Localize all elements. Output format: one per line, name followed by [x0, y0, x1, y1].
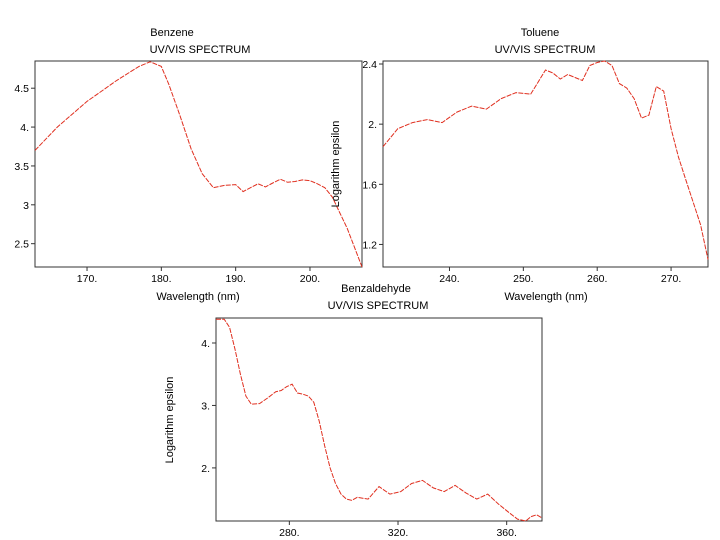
- benzene-y-tick-label: 4.: [20, 122, 29, 134]
- toluene-x-tick-label: 260.: [587, 273, 607, 285]
- benzene-x-tick-label: 180.: [151, 273, 171, 285]
- benzaldehyde-subtitle: UV/VIS SPECTRUM: [328, 300, 429, 312]
- benzene-y-ticks: 2.5 3 3.5 4. 4.5: [14, 83, 35, 251]
- toluene-y-tick-label: 2.: [368, 119, 377, 131]
- toluene-x-tick-label: 270.: [661, 273, 681, 285]
- toluene-spectrum-line-0: [382, 60, 709, 260]
- toluene-y-tick-label: 1.2: [362, 239, 377, 251]
- benzene-x-tick-label: 190.: [225, 273, 245, 285]
- benzaldehyde-x-tick-label: 360.: [496, 527, 516, 539]
- benzene-y-tick-label: 3: [23, 200, 29, 212]
- benzaldehyde-y-tick-label: 2.: [201, 463, 210, 475]
- benzaldehyde-x-ticks: 280. 320. 360.: [279, 521, 517, 539]
- benzene-plot-frame: [34, 60, 363, 268]
- benzaldehyde-x-tick-label: 320.: [388, 527, 408, 539]
- toluene-x-ticks: 240. 250. 260. 270.: [439, 267, 681, 285]
- toluene-plot-frame: [382, 60, 709, 268]
- toluene-y-axis-label: Logarithm epsilon: [330, 121, 342, 208]
- toluene-subtitle: UV/VIS SPECTRUM: [495, 44, 596, 56]
- benzene-chart: Benzene UV/VIS SPECTRUM 170. 180. 190. 200.…: [14, 27, 363, 303]
- toluene-curve-layer: [382, 60, 709, 260]
- benzaldehyde-y-axis-label: Logarithm epsilon: [164, 377, 176, 464]
- toluene-x-tick-label: 240.: [439, 273, 459, 285]
- toluene-x-tick-label: 250.: [513, 273, 533, 285]
- benzaldehyde-y-ticks: 2. 3. 4.: [201, 338, 216, 475]
- benzaldehyde-x-tick-label: 280.: [279, 527, 299, 539]
- benzene-x-axis-label: Wavelength (nm): [156, 291, 239, 303]
- benzaldehyde-spectrum-line-0: [216, 318, 543, 522]
- benzene-subtitle: UV/VIS SPECTRUM: [150, 44, 251, 56]
- benzene-y-tick-label: 2.5: [14, 239, 29, 251]
- toluene-title: Toluene: [521, 27, 560, 39]
- toluene-chart: Toluene UV/VIS SPECTRUM 240. 250. 260. 270.…: [330, 27, 709, 303]
- benzaldehyde-y-tick-label: 4.: [201, 338, 210, 350]
- benzene-x-ticks: 170. 180. 190. 200.: [77, 267, 320, 285]
- benzene-spectrum-line-0: [34, 61, 363, 268]
- benzene-x-tick-label: 170.: [77, 273, 97, 285]
- toluene-y-tick-label: 2.4: [362, 59, 377, 71]
- benzene-title: Benzene: [150, 27, 193, 39]
- benzaldehyde-y-tick-label: 3.: [201, 400, 210, 412]
- benzene-y-tick-label: 3.5: [14, 161, 29, 173]
- benzene-x-tick-label: 200.: [300, 273, 320, 285]
- toluene-x-axis-label: Wavelength (nm): [504, 291, 587, 303]
- benzaldehyde-curve-layer: [216, 318, 543, 522]
- benzaldehyde-plot-frame: [215, 317, 543, 522]
- benzene-y-tick-label: 4.5: [14, 83, 29, 95]
- toluene-y-ticks: 1.2 1.6 2. 2.4: [362, 59, 383, 251]
- toluene-y-tick-label: 1.6: [362, 179, 377, 191]
- benzaldehyde-chart: Benzaldehyde UV/VIS SPECTRUM 280. 320. 360…: [164, 283, 543, 539]
- benzene-curve-layer: [34, 61, 363, 268]
- benzaldehyde-title: Benzaldehyde: [341, 283, 411, 295]
